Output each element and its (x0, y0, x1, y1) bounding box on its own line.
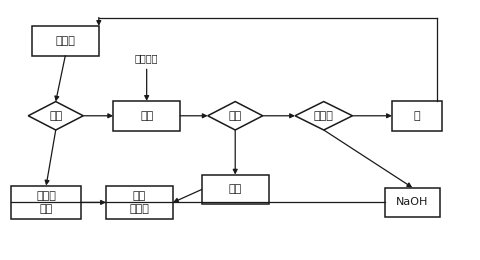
Text: 成品
分子筛: 成品 分子筛 (130, 191, 149, 214)
Bar (113, 101, 180, 131)
Text: NaOH: NaOH (396, 197, 429, 207)
Text: 过滤: 过滤 (228, 111, 242, 121)
Bar (32, 26, 99, 56)
Text: 碱性物质: 碱性物质 (135, 53, 158, 63)
Text: 酸: 酸 (414, 111, 420, 121)
Text: 滤液: 滤液 (140, 111, 153, 121)
Text: 料液槽: 料液槽 (55, 36, 75, 46)
Polygon shape (28, 102, 83, 130)
Bar (392, 101, 442, 131)
Bar (106, 186, 173, 219)
Bar (12, 186, 81, 219)
Text: 电渗析: 电渗析 (314, 111, 334, 121)
Text: 滤液: 滤液 (228, 185, 242, 194)
Text: 过滤: 过滤 (49, 111, 62, 121)
Bar (202, 175, 269, 204)
Polygon shape (208, 102, 263, 130)
Polygon shape (295, 102, 352, 130)
Bar (385, 187, 440, 217)
Text: 分子筛
滤饼: 分子筛 滤饼 (36, 191, 56, 214)
